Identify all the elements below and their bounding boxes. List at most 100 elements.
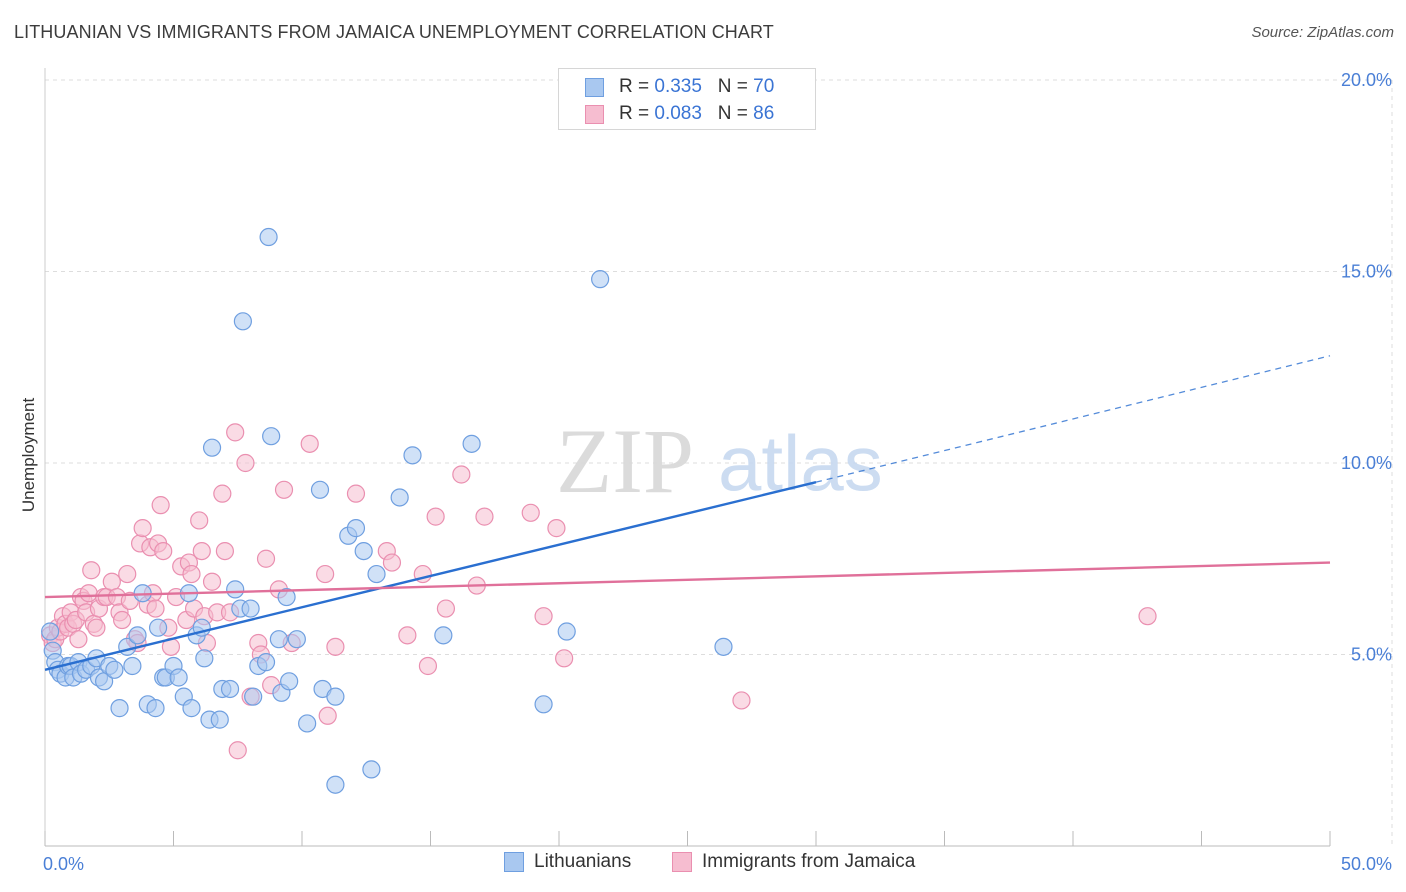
- axes: [44, 68, 1331, 847]
- data-point-lithuanians: [241, 599, 260, 618]
- trend-lines: [44, 355, 1331, 671]
- data-point-jamaica: [300, 434, 319, 453]
- legend-label-lithuanians: Lithuanians: [534, 851, 632, 872]
- data-point-lithuanians: [210, 710, 229, 729]
- legend-swatch-blue: [504, 852, 524, 872]
- chart-title: LITHUANIAN VS IMMIGRANTS FROM JAMAICA UN…: [14, 22, 774, 42]
- x-tick-label: 50.0%: [1341, 854, 1392, 874]
- data-point-lithuanians: [346, 519, 366, 538]
- legend-n-label: N =: [717, 103, 754, 124]
- data-point-jamaica: [69, 630, 88, 649]
- data-point-lithuanians: [195, 649, 214, 668]
- legend-label-jamaica: Immigrants from Jamaica: [702, 851, 916, 872]
- data-point-lithuanians: [462, 434, 481, 453]
- data-point-lithuanians: [182, 699, 201, 718]
- legend-r-label: R =: [619, 76, 655, 97]
- data-point-lithuanians: [128, 626, 147, 645]
- data-point-jamaica: [236, 453, 255, 473]
- watermark: ZIP atlas: [556, 410, 883, 512]
- y-tick-label: 5.0%: [1351, 645, 1392, 665]
- watermark-zip: ZIP: [556, 410, 694, 512]
- x-tick-label: 0.0%: [43, 854, 84, 874]
- data-point-jamaica: [452, 465, 471, 484]
- legend-swatch-pink: [672, 852, 692, 872]
- data-point-lithuanians: [326, 687, 345, 706]
- data-point-lithuanians: [202, 438, 222, 457]
- data-point-jamaica: [418, 656, 438, 676]
- watermark-atlas: atlas: [718, 419, 883, 507]
- data-point-jamaica: [146, 599, 165, 618]
- data-point-jamaica: [82, 561, 101, 580]
- legend-item-jamaica[interactable]: Immigrants from Jamaica: [672, 851, 915, 873]
- trendline-lithuanians-extrapolated: [815, 355, 1331, 483]
- data-point-lithuanians: [591, 270, 610, 289]
- trendline-jamaica: [44, 561, 1331, 599]
- data-point-lithuanians: [146, 699, 165, 718]
- data-point-jamaica: [398, 626, 417, 645]
- data-point-jamaica: [151, 496, 170, 515]
- data-point-jamaica: [326, 637, 345, 656]
- data-point-jamaica: [534, 607, 553, 626]
- data-point-jamaica: [382, 553, 402, 572]
- legend-n-label: N =: [717, 76, 754, 97]
- data-point-lithuanians: [280, 672, 299, 691]
- data-point-jamaica: [346, 484, 366, 503]
- data-point-jamaica: [87, 618, 106, 637]
- data-point-lithuanians: [269, 630, 288, 649]
- data-point-lithuanians: [326, 775, 345, 794]
- data-point-lithuanians: [169, 668, 188, 687]
- data-point-jamaica: [192, 541, 211, 561]
- data-point-lithuanians: [110, 699, 129, 718]
- data-point-lithuanians: [403, 446, 422, 465]
- data-point-jamaica: [226, 423, 245, 442]
- legend-swatch-blue: [585, 77, 604, 97]
- tick-labels: 5.0% 10.0% 15.0% 20.0% 0.0% 50.0%: [43, 70, 1392, 874]
- data-point-jamaica: [316, 564, 335, 584]
- data-point-lithuanians: [259, 227, 278, 247]
- correlation-legend: R = 0.335 N = 70 R = 0.083 N = 86: [558, 68, 816, 130]
- y-tick-label: 20.0%: [1341, 70, 1392, 90]
- data-point-jamaica: [79, 584, 98, 603]
- data-point-lithuanians: [367, 564, 386, 584]
- y-tick-label: 10.0%: [1341, 453, 1392, 473]
- data-point-jamaica: [228, 741, 247, 760]
- data-point-lithuanians: [362, 760, 381, 779]
- data-point-lithuanians: [220, 679, 240, 699]
- data-point-jamaica: [521, 503, 540, 522]
- data-point-jamaica: [732, 691, 751, 710]
- data-point-lithuanians: [105, 660, 124, 679]
- data-point-lithuanians: [298, 714, 317, 733]
- data-point-jamaica: [213, 484, 232, 503]
- data-point-jamaica: [102, 572, 121, 591]
- data-point-jamaica: [154, 541, 173, 561]
- data-point-jamaica: [202, 572, 222, 591]
- data-point-lithuanians: [534, 695, 553, 714]
- legend-r-value: 0.335: [654, 76, 702, 97]
- data-point-jamaica: [274, 480, 294, 499]
- data-point-jamaica: [426, 507, 445, 526]
- data-point-jamaica: [182, 564, 201, 584]
- data-point-lithuanians: [390, 488, 409, 507]
- legend-row-jamaica: R = 0.083 N = 86: [585, 102, 774, 126]
- data-point-lithuanians: [262, 427, 281, 446]
- data-point-jamaica: [318, 706, 337, 725]
- y-axis-label: Unemployment: [19, 398, 38, 513]
- y-tick-label: 15.0%: [1341, 262, 1392, 282]
- legend-r-value: 0.083: [654, 103, 702, 124]
- data-point-jamaica: [190, 511, 209, 530]
- data-point-lithuanians: [434, 626, 453, 645]
- data-point-lithuanians: [714, 637, 733, 656]
- series-jamaica-points: [41, 423, 1157, 760]
- legend-item-lithuanians[interactable]: Lithuanians: [504, 851, 631, 873]
- series-legend: Lithuanians Immigrants from Jamaica: [0, 851, 1406, 879]
- data-point-jamaica: [112, 610, 132, 630]
- data-point-jamaica: [1138, 607, 1157, 626]
- data-point-lithuanians: [41, 622, 60, 641]
- data-point-jamaica: [256, 549, 276, 568]
- data-point-lithuanians: [256, 653, 276, 672]
- legend-r-label: R =: [619, 103, 655, 124]
- data-point-jamaica: [475, 507, 494, 526]
- data-point-lithuanians: [226, 580, 245, 599]
- data-point-lithuanians: [123, 656, 142, 676]
